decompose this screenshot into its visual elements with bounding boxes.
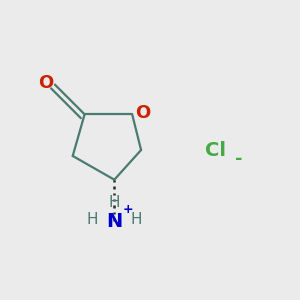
Text: O: O [135,104,150,122]
Text: Cl: Cl [205,140,226,160]
Text: H: H [109,194,120,209]
Text: H: H [86,212,98,227]
Text: O: O [38,74,54,92]
Text: N: N [106,212,122,231]
Text: -: - [236,150,243,168]
Text: H: H [131,212,142,227]
Text: +: + [122,203,133,216]
